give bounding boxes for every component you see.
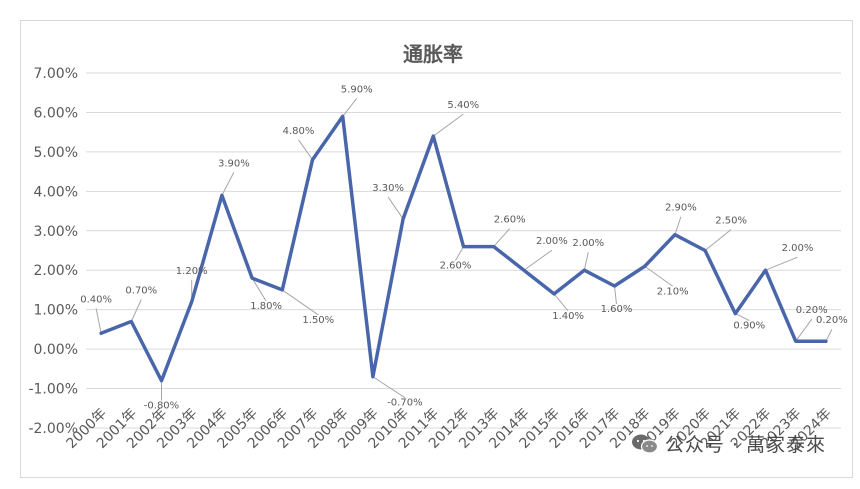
data-labels: 0.40% 0.70% -0.80% 1.20% 3.90% 1.80% 1.50% 4.80… — [80, 84, 848, 411]
data-label: 2.00% — [536, 236, 568, 247]
data-label-leader — [553, 293, 569, 312]
y-tick-label: -1.00% — [28, 382, 78, 398]
data-label: 1.40% — [552, 311, 584, 322]
data-label: 2.50% — [715, 216, 747, 227]
data-label: 0.70% — [125, 286, 157, 297]
watermark-text: 公众号 · 萬家泰來 — [664, 434, 826, 456]
y-tick-label: 4.00% — [34, 184, 78, 200]
data-label: 1.60% — [601, 304, 633, 315]
y-tick-label: 5.00% — [34, 145, 78, 161]
data-label-leader — [455, 246, 464, 261]
data-label: 1.20% — [176, 266, 208, 277]
data-label-leader — [765, 256, 798, 271]
data-label: 3.90% — [218, 158, 250, 169]
data-label: -0.70% — [387, 398, 422, 409]
data-label: 3.30% — [372, 183, 404, 194]
data-label: 2.00% — [572, 238, 604, 249]
data-label-leaders — [95, 98, 833, 401]
data-label-leader — [644, 265, 673, 287]
data-label-leader — [704, 229, 732, 251]
watermark: 公众号 · 萬家泰來 — [631, 430, 826, 457]
data-label: 0.90% — [733, 321, 765, 332]
y-tick-label: 7.00% — [34, 66, 78, 82]
y-tick-label: 6.00% — [34, 105, 78, 121]
inflation-line-chart: 通胀率 -2.00% -1.00% 0.00% 1.00% 2.00% 3.00% 4.00… — [28, 42, 848, 452]
chart-frame: 通胀率 -2.00% -1.00% 0.00% 1.00% 2.00% 3.00% 4.00… — [20, 20, 853, 478]
data-label: 2.60% — [440, 261, 472, 272]
data-label: 1.50% — [302, 315, 334, 326]
data-label: 5.90% — [341, 84, 373, 95]
y-tick-label: 2.00% — [34, 263, 78, 279]
y-tick-label: 1.00% — [34, 303, 78, 319]
data-label: 0.20% — [816, 315, 848, 326]
data-label: 0.40% — [80, 294, 112, 305]
data-label-leader — [795, 318, 813, 342]
data-label: -0.80% — [144, 401, 179, 412]
data-label-leader — [298, 139, 313, 161]
data-label: 2.90% — [665, 203, 697, 214]
data-label-leader — [282, 289, 319, 316]
y-tick-label: 3.00% — [34, 224, 78, 240]
data-label: 5.40% — [447, 100, 479, 111]
y-tick-label: 0.00% — [34, 342, 78, 358]
data-label-leader — [674, 216, 682, 235]
grid-lines — [86, 72, 841, 429]
data-label-leader — [493, 228, 511, 247]
data-label-leader — [251, 277, 267, 302]
data-label-leader — [342, 98, 358, 117]
data-label-leader — [372, 376, 406, 399]
data-label: 2.60% — [494, 215, 526, 226]
data-label-leader — [221, 172, 235, 196]
data-label-leader — [614, 285, 617, 305]
data-label-leader — [825, 328, 833, 342]
data-label-leader — [583, 252, 589, 271]
data-label-leader — [387, 196, 404, 220]
data-label-leader — [433, 113, 464, 137]
data-label-leader — [735, 313, 750, 322]
chart-title: 通胀率 — [403, 42, 463, 66]
data-label: 4.80% — [283, 126, 315, 137]
inflation-series-line — [99, 114, 828, 383]
y-tick-label: -2.00% — [28, 421, 78, 437]
data-label-leader — [95, 308, 102, 334]
y-axis-ticks: -2.00% -1.00% 0.00% 1.00% 2.00% 3.00% 4.00% 5.0… — [28, 66, 78, 437]
wechat-icon — [631, 434, 658, 454]
data-label: 2.10% — [657, 286, 689, 297]
data-label: 1.80% — [250, 301, 282, 312]
series-line-layer — [99, 114, 828, 383]
data-label: 0.20% — [796, 305, 828, 316]
data-label-leader — [523, 249, 553, 271]
data-label-leader — [130, 299, 142, 322]
data-label: 2.00% — [782, 243, 814, 254]
